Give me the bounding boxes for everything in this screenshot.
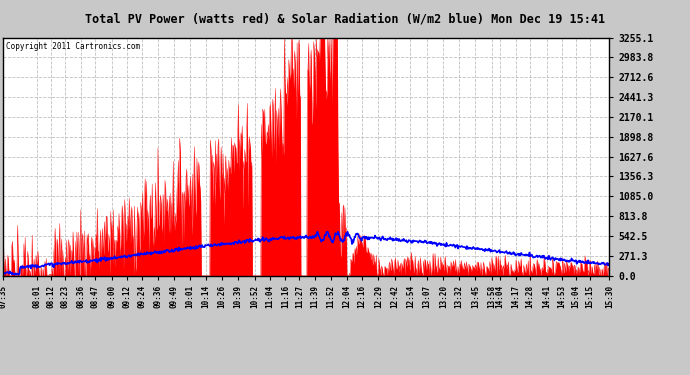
Text: Total PV Power (watts red) & Solar Radiation (W/m2 blue) Mon Dec 19 15:41: Total PV Power (watts red) & Solar Radia… bbox=[85, 12, 605, 25]
Text: Copyright 2011 Cartronics.com: Copyright 2011 Cartronics.com bbox=[6, 42, 141, 51]
